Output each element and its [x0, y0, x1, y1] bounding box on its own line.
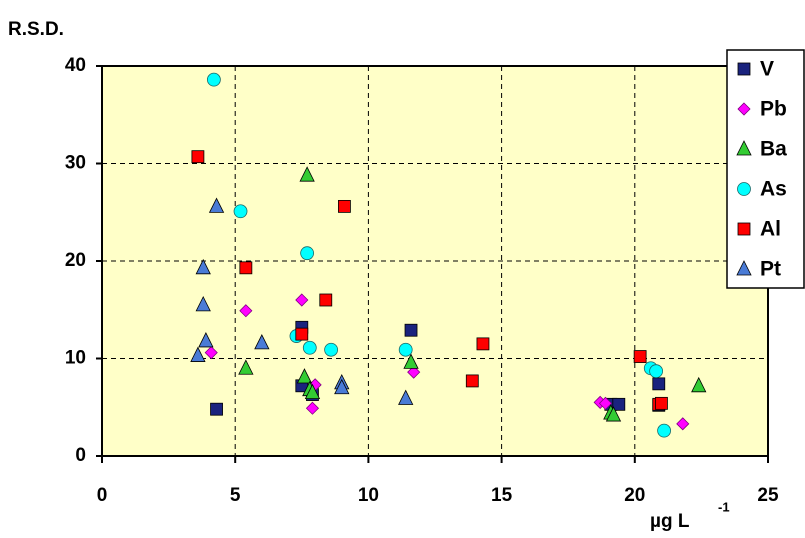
point	[652, 377, 666, 391]
point	[407, 365, 421, 379]
point	[296, 368, 313, 384]
x-tick-label: 0	[97, 485, 108, 506]
legend-label: V	[760, 58, 774, 81]
point	[204, 346, 218, 360]
y-tick-label: 30	[65, 153, 86, 174]
x-tick-label: 5	[230, 485, 241, 506]
y-axis-title: R.S.D.	[8, 19, 64, 40]
point	[302, 340, 317, 355]
legend-label: As	[760, 178, 787, 201]
point	[476, 337, 490, 351]
point	[206, 72, 221, 87]
point	[338, 199, 351, 213]
x-tick-label: 15	[491, 485, 513, 506]
point	[657, 423, 672, 438]
point	[210, 402, 223, 416]
x-tick-label: 10	[358, 485, 379, 506]
x-tick-label: 20	[624, 485, 645, 506]
point	[403, 353, 419, 369]
point	[676, 417, 690, 431]
legend-marker	[737, 102, 751, 116]
x-axis-title: µg L	[650, 511, 690, 532]
point	[324, 342, 339, 357]
legend-label: Al	[760, 218, 781, 241]
point	[254, 334, 270, 350]
y-tick-label: 20	[65, 250, 86, 271]
point	[404, 323, 418, 337]
legend-marker	[737, 222, 751, 236]
point	[305, 401, 320, 415]
legend-label: Ba	[760, 138, 787, 161]
legend-marker	[736, 260, 752, 276]
point	[398, 342, 413, 357]
point	[598, 396, 613, 410]
point	[612, 397, 626, 411]
legend-marker	[737, 62, 751, 76]
point	[334, 378, 350, 395]
point	[295, 293, 309, 307]
point	[649, 364, 664, 379]
point	[239, 304, 253, 318]
point	[238, 359, 254, 375]
x-tick-label: 25	[757, 485, 779, 506]
legend-box	[726, 49, 805, 289]
point	[239, 261, 253, 275]
point	[195, 295, 211, 312]
y-tick-label: 0	[75, 445, 86, 466]
legend-label: Pt	[760, 258, 781, 281]
point	[191, 150, 205, 164]
legend-marker	[736, 140, 752, 156]
point	[208, 197, 225, 213]
point	[195, 258, 211, 275]
y-tick-label: 10	[65, 348, 86, 369]
point	[691, 376, 707, 393]
point	[300, 246, 315, 261]
y-tick-label: 40	[65, 55, 86, 76]
point	[299, 166, 315, 182]
point	[198, 332, 214, 348]
point	[304, 383, 321, 400]
x-axis-title-sup: -1	[718, 499, 730, 514]
legend-marker	[737, 182, 751, 196]
point	[655, 396, 668, 410]
point	[319, 293, 333, 307]
legend-label: Pb	[760, 98, 787, 121]
point	[633, 350, 647, 363]
point	[233, 204, 248, 219]
point	[398, 389, 414, 405]
point	[295, 327, 309, 341]
point	[190, 346, 206, 362]
point	[465, 374, 479, 388]
point	[605, 406, 622, 422]
